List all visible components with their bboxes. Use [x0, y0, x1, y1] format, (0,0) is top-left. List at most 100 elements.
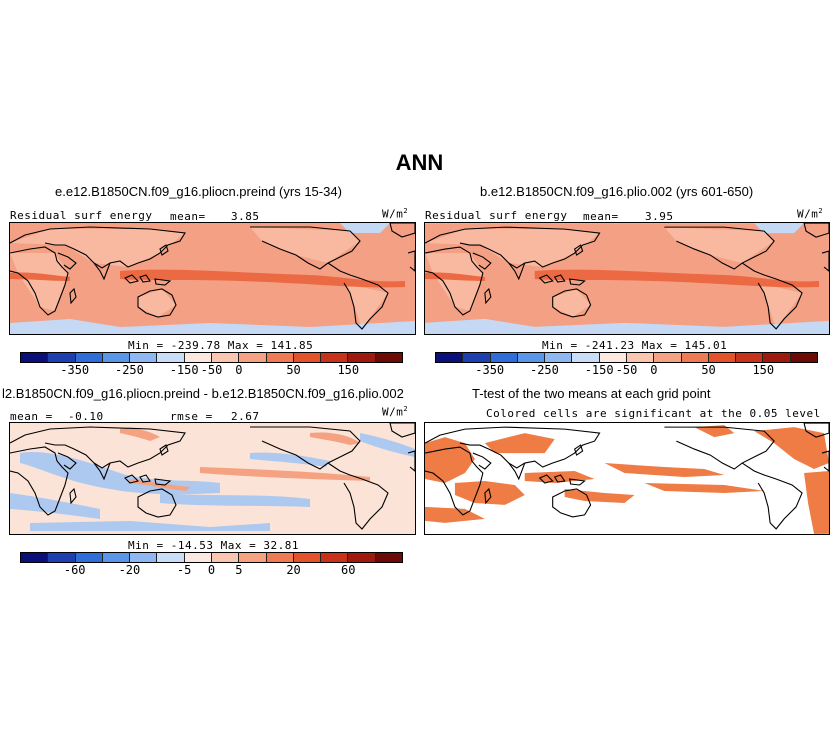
- colorbar-swatch: [157, 553, 185, 562]
- coastline: [741, 462, 803, 530]
- land-shade: [664, 227, 775, 264]
- panel2-title: b.e12.B1850CN.f09_g16.plio.002 (yrs 601-…: [480, 184, 754, 199]
- negative-anomaly: [20, 452, 220, 495]
- colorbar-swatch: [321, 553, 349, 562]
- coastline: [57, 252, 77, 270]
- panel1-colorbar: [20, 352, 403, 363]
- colorbar-tick-label: 5: [235, 563, 243, 577]
- panel3-mean-label: mean =: [10, 410, 53, 423]
- coastline: [573, 444, 584, 456]
- coastline: [69, 287, 77, 305]
- colorbar-tick-label: 50: [286, 363, 301, 377]
- negative-anomaly: [160, 493, 310, 507]
- northern-cold-patch: [754, 223, 805, 234]
- colorbar-swatch: [75, 553, 103, 562]
- panel3-rmse-label: rmse =: [170, 410, 213, 423]
- colorbar-swatch: [239, 353, 267, 362]
- significant-region: [604, 463, 725, 478]
- panel3-units: W/m2: [382, 405, 409, 419]
- colorbar-swatch: [130, 353, 158, 362]
- coastline: [821, 250, 829, 272]
- panel2-mean-label: mean=: [583, 210, 619, 223]
- colorbar-swatch: [184, 353, 212, 362]
- colorbar-tick-label: 150: [337, 363, 360, 377]
- positive-anomaly: [120, 428, 160, 441]
- panel1-field-label: Residual surf energy: [10, 209, 153, 222]
- coastline: [803, 223, 829, 238]
- coastline: [10, 246, 69, 316]
- colorbar-tick-label: -150: [584, 363, 614, 377]
- coastline: [159, 244, 169, 256]
- coastline: [93, 262, 111, 281]
- colorbar-swatch: [708, 353, 737, 362]
- land-shade: [138, 289, 176, 317]
- colorbar-tick-label: -50: [615, 363, 638, 377]
- coastline: [803, 423, 829, 438]
- panel1-mean-label: mean=: [170, 210, 206, 223]
- colorbar-swatch: [348, 353, 376, 362]
- negative-anomaly: [360, 433, 415, 457]
- colorbar-tick-label: -60: [63, 563, 86, 577]
- panel1-minmax: Min = -239.78 Max = 141.85: [128, 339, 314, 352]
- colorbar-tick-label: -350: [60, 363, 90, 377]
- colorbar-swatch: [102, 553, 131, 562]
- coastline: [664, 226, 775, 270]
- colorbar-swatch: [463, 353, 491, 362]
- land-shade: [425, 253, 483, 311]
- coastline: [472, 452, 492, 470]
- colorbar-swatch: [266, 353, 294, 362]
- colorbar-swatch: [599, 353, 627, 362]
- coastline: [159, 444, 169, 456]
- coastline: [425, 426, 601, 469]
- coastline: [137, 488, 177, 518]
- page-title: ANN: [395, 150, 444, 175]
- equatorial-band: [534, 269, 820, 288]
- significant-region: [644, 482, 765, 493]
- panel2-field-label: Residual surf energy: [425, 209, 568, 222]
- colorbar-swatch: [239, 553, 267, 562]
- coastline: [484, 487, 492, 505]
- land-shade: [758, 282, 803, 329]
- colorbar-tick-label: -50: [200, 363, 223, 377]
- colorbar-swatch: [157, 353, 185, 362]
- coastline: [425, 246, 484, 316]
- negative-anomaly: [10, 493, 100, 519]
- significant-region: [425, 506, 485, 523]
- colorbar-swatch: [348, 553, 376, 562]
- coastline: [538, 474, 586, 486]
- coastline: [552, 288, 592, 318]
- map-background: [425, 423, 829, 534]
- colorbar-swatch: [736, 353, 764, 362]
- panel3-minmax: Min = -14.53 Max = 32.81: [128, 539, 299, 552]
- coastline: [508, 262, 526, 281]
- colorbar-tick-label: 60: [341, 563, 356, 577]
- significant-region: [484, 433, 555, 454]
- coastline: [472, 252, 492, 270]
- southern-ocean: [425, 318, 829, 334]
- panel2-colorbar: [435, 352, 818, 363]
- coastline: [821, 450, 829, 472]
- coastline: [552, 488, 592, 518]
- panel3-rmse-value: 2.67: [231, 410, 260, 423]
- panel3-colorbar: [20, 552, 403, 563]
- colorbar-swatch: [681, 353, 709, 362]
- panel3-title: l2.B1850CN.f09_g16.pliocn.preind - b.e12…: [2, 386, 404, 401]
- colorbar-tick-label: 0: [650, 363, 658, 377]
- colorbar-swatch: [75, 353, 103, 362]
- coastline: [250, 426, 361, 470]
- colorbar-swatch: [184, 553, 212, 562]
- colorbar-tick-label: -250: [529, 363, 559, 377]
- colorbar-swatch: [654, 353, 682, 362]
- land-shade: [425, 229, 600, 268]
- coastline: [425, 226, 601, 269]
- coastline: [10, 446, 69, 516]
- panel2-map: [424, 222, 830, 335]
- colorbar-tick-label: -20: [118, 563, 141, 577]
- colorbar-tick-label: 0: [235, 363, 243, 377]
- coastline: [137, 288, 177, 318]
- coastline: [327, 462, 389, 530]
- panel1-mean-value: 3.85: [231, 210, 260, 223]
- coastline: [250, 226, 361, 270]
- colorbar-swatch: [211, 553, 240, 562]
- coastline: [538, 274, 586, 286]
